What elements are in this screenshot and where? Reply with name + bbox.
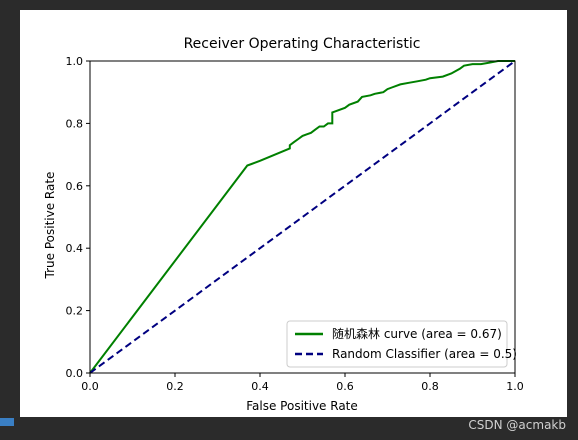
legend-box [286, 320, 508, 368]
editor-edge-marker [0, 418, 14, 426]
axes: 0.0 0.2 0.4 0.6 0.8 1.0 0.0 0.2 0.4 0.6 0.8 1.0 [66, 55, 524, 393]
x-tick-label: 0.0 [81, 380, 99, 393]
y-tick-label: 1.0 [66, 55, 84, 68]
figure-canvas: Receiver Operating Characteristic 0.0 0.2… [20, 10, 567, 417]
x-tick-label: 0.8 [421, 380, 439, 393]
legend-label-rf: 随机森林 curve (area = 0.67) [332, 326, 502, 341]
y-axis-label: True Positive Rate [43, 172, 57, 280]
legend-label-random: Random Classifier (area = 0.5) [332, 347, 517, 361]
legend: 随机森林 curve (area = 0.67) Random Classifi… [286, 320, 517, 368]
chart-title: Receiver Operating Characteristic [184, 36, 421, 52]
x-axis-label: False Positive Rate [246, 399, 358, 413]
x-tick-label: 0.4 [251, 380, 269, 393]
y-tick-label: 0.2 [66, 305, 84, 318]
y-tick-label: 0.6 [66, 180, 84, 193]
series-line-rf [89, 60, 515, 374]
y-tick-label: 0.0 [66, 367, 84, 380]
y-tick-label: 0.4 [66, 242, 84, 255]
plot-area [89, 60, 516, 374]
roc-chart: Receiver Operating Characteristic 0.0 0.2… [43, 36, 524, 413]
watermark: CSDN @acmakb [468, 418, 566, 432]
x-tick-label: 0.2 [166, 380, 184, 393]
x-tick-label: 1.0 [506, 380, 524, 393]
y-tick-label: 0.8 [66, 117, 84, 130]
axes-frame [89, 60, 516, 374]
x-tick-label: 0.6 [336, 380, 354, 393]
